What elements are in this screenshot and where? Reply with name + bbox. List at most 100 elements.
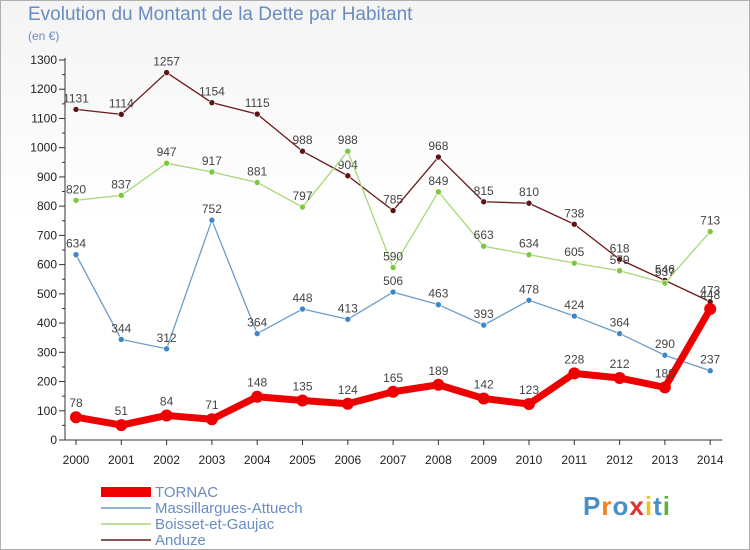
data-label: 988	[292, 133, 312, 147]
x-tick-label: 2004	[244, 453, 271, 467]
legend-item-tornac: TORNAC	[101, 484, 218, 501]
logo-letter: t	[653, 491, 663, 521]
data-point	[477, 392, 490, 405]
data-point	[525, 296, 533, 304]
data-label: 947	[157, 145, 177, 159]
legend-item-anduze: Anduze	[101, 532, 206, 549]
data-label: 752	[202, 202, 222, 216]
data-label: 988	[338, 133, 358, 147]
x-tick-label: 2001	[108, 453, 135, 467]
data-point	[163, 159, 170, 167]
data-point	[299, 147, 306, 155]
y-tick-label: 1100	[31, 111, 57, 125]
data-point	[205, 413, 218, 426]
data-point	[568, 367, 581, 380]
data-label: 810	[519, 185, 539, 199]
chart-unit: (en €)	[28, 29, 60, 43]
data-point	[299, 305, 306, 313]
y-tick-label: 200	[37, 375, 57, 389]
data-point	[208, 99, 216, 106]
data-label: 634	[66, 237, 86, 251]
data-point	[706, 228, 714, 235]
data-point	[115, 419, 128, 432]
data-label: 148	[247, 376, 267, 390]
x-tick-label: 2010	[516, 453, 543, 467]
data-point	[658, 381, 671, 394]
data-point	[163, 69, 170, 76]
data-point	[118, 336, 125, 343]
data-label: 837	[111, 177, 131, 191]
y-tick-label: 800	[37, 199, 57, 213]
logo-letter: r	[601, 491, 613, 521]
data-label: 579	[610, 253, 630, 267]
data-point	[251, 390, 264, 403]
data-label: 142	[474, 377, 494, 391]
data-label: 785	[383, 193, 403, 207]
data-label: 364	[247, 316, 267, 330]
data-point	[341, 397, 354, 410]
data-point	[616, 330, 623, 337]
data-label: 424	[564, 298, 584, 312]
data-label: 135	[292, 380, 312, 394]
series-tornac: 78 51 84 71 148 135 124 165 189 142 123 228 212 180 44…	[69, 288, 721, 432]
x-tick-label: 2012	[606, 453, 633, 467]
data-point	[435, 301, 442, 308]
data-point	[435, 188, 442, 196]
data-label: 180	[655, 366, 675, 380]
data-label: 228	[564, 352, 584, 366]
data-point	[389, 207, 397, 214]
data-point	[163, 345, 170, 353]
x-tick-label: 2005	[289, 453, 316, 467]
data-point	[570, 259, 578, 267]
data-point	[118, 192, 125, 199]
data-label: 123	[519, 383, 539, 397]
data-label: 1131	[63, 91, 89, 105]
x-tick-label: 2002	[153, 453, 180, 467]
data-label: 344	[111, 321, 131, 335]
data-label: 663	[474, 228, 494, 242]
data-point	[253, 110, 261, 118]
logo-letter: o	[612, 491, 630, 521]
data-label: 605	[564, 245, 584, 259]
y-tick-label: 300	[37, 345, 57, 359]
data-label: 78	[69, 396, 83, 410]
series-massillargues-attuech: 634 344 312 752 364 448 413 506 463 393 478 424 364 2…	[66, 202, 721, 375]
data-point	[72, 106, 80, 113]
data-label: 797	[292, 189, 312, 203]
logo-letter: i	[644, 491, 654, 521]
data-label: 1154	[199, 85, 225, 99]
y-tick-label: 0	[50, 433, 57, 447]
data-point	[706, 367, 714, 375]
data-label: 881	[247, 164, 267, 178]
data-label: 1257	[153, 55, 180, 69]
x-tick-label: 2013	[652, 453, 679, 467]
y-tick-label: 1000	[30, 141, 57, 155]
data-label: 968	[428, 139, 448, 153]
x-tick-label: 2006	[334, 453, 361, 467]
data-point	[72, 197, 80, 204]
data-label: 448	[700, 288, 720, 302]
data-point	[389, 264, 397, 271]
data-point	[299, 203, 306, 211]
legend-label: Anduze	[155, 532, 206, 549]
data-point	[208, 216, 216, 224]
data-point	[118, 111, 125, 118]
data-label: 448	[292, 291, 312, 305]
data-label: 290	[655, 337, 675, 351]
y-tick-label: 900	[37, 170, 57, 184]
data-label: 51	[115, 404, 129, 418]
data-point	[160, 409, 173, 422]
data-label: 634	[519, 237, 539, 251]
legend-label: Massillargues-Attuech	[155, 500, 303, 517]
data-point	[525, 251, 533, 258]
data-label: 738	[564, 206, 584, 220]
data-point	[480, 242, 488, 250]
data-label: 165	[383, 371, 403, 385]
proxiti-logo: Proxiti	[583, 491, 671, 522]
data-point	[570, 312, 578, 320]
data-label: 189	[428, 364, 448, 378]
data-label: 713	[700, 214, 720, 228]
y-tick-label: 100	[37, 404, 57, 418]
logo-letter: i	[662, 491, 671, 521]
